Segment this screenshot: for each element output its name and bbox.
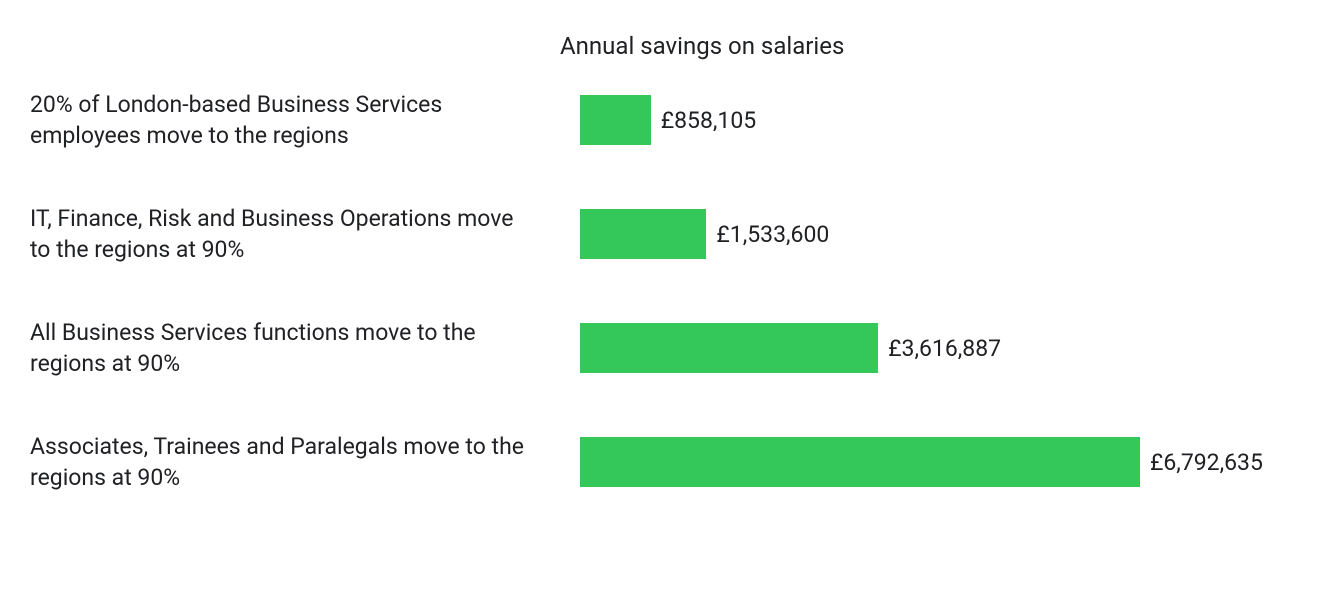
bar-value: £858,105 [661,107,756,134]
bar [580,323,878,373]
row-label: IT, Finance, Risk and Business Operation… [30,203,550,265]
bar [580,209,706,259]
bar-area: £3,616,887 [580,323,1001,373]
chart-row: All Business Services functions move to … [30,318,1310,378]
bar-area: £858,105 [580,95,756,145]
chart-row: Associates, Trainees and Paralegals move… [30,432,1310,492]
bar-value: £1,533,600 [716,221,829,248]
chart-row: 20% of London-based Business Services em… [30,90,1310,150]
row-label: All Business Services functions move to … [30,317,550,379]
row-label: 20% of London-based Business Services em… [30,89,550,151]
bar-value: £6,792,635 [1150,449,1263,476]
chart-title: Annual savings on salaries [560,32,844,60]
bar-area: £6,792,635 [580,437,1263,487]
chart-row: IT, Finance, Risk and Business Operation… [30,204,1310,264]
bar [580,437,1140,487]
bar-area: £1,533,600 [580,209,829,259]
row-label: Associates, Trainees and Paralegals move… [30,431,550,493]
chart-rows: 20% of London-based Business Services em… [30,90,1310,546]
savings-bar-chart: Annual savings on salaries 20% of London… [0,0,1340,616]
bar [580,95,651,145]
bar-value: £3,616,887 [888,335,1001,362]
